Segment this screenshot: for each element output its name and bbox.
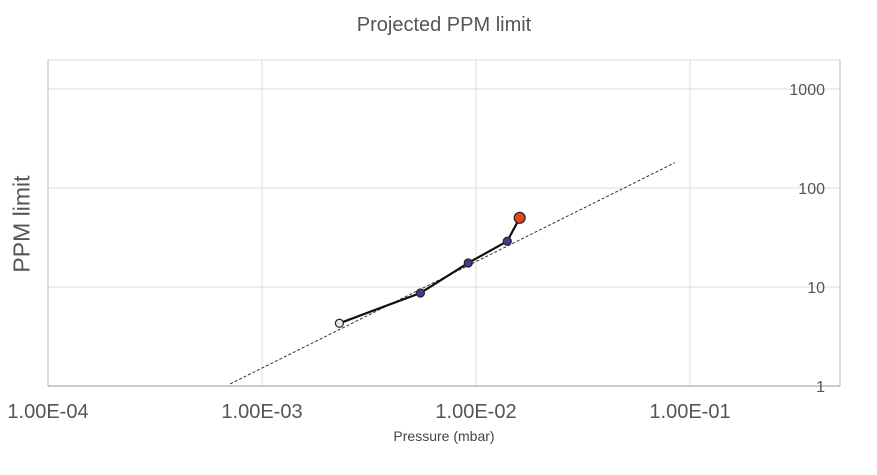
data-point bbox=[463, 258, 473, 268]
axis-layer bbox=[47, 60, 841, 387]
grid-layer bbox=[48, 59, 840, 386]
x-tick-label: 1.00E-02 bbox=[435, 401, 516, 423]
tick-labels: 1.00E-04 1.00E-03 1.00E-02 1.00E-01 1 10 100 10… bbox=[7, 82, 825, 423]
data-point bbox=[334, 318, 345, 328]
y-tick-label: 1000 bbox=[789, 82, 825, 99]
x-axis-label: Pressure (mbar) bbox=[393, 428, 495, 444]
chart-title: Projected PPM limit bbox=[356, 14, 532, 36]
x-tick-label: 1.00E-04 bbox=[7, 401, 88, 423]
y-tick-label: 100 bbox=[798, 181, 825, 198]
trendline bbox=[229, 162, 676, 385]
y-tick-label: 10 bbox=[807, 280, 825, 297]
series-layer bbox=[229, 162, 676, 385]
x-tick-label: 1.00E-01 bbox=[649, 401, 730, 423]
y-tick-label: 1 bbox=[816, 379, 825, 396]
data-point bbox=[415, 288, 426, 298]
series-line bbox=[339, 217, 521, 325]
data-point bbox=[513, 211, 526, 224]
x-tick-label: 1.00E-03 bbox=[221, 401, 302, 423]
data-point bbox=[502, 236, 512, 246]
